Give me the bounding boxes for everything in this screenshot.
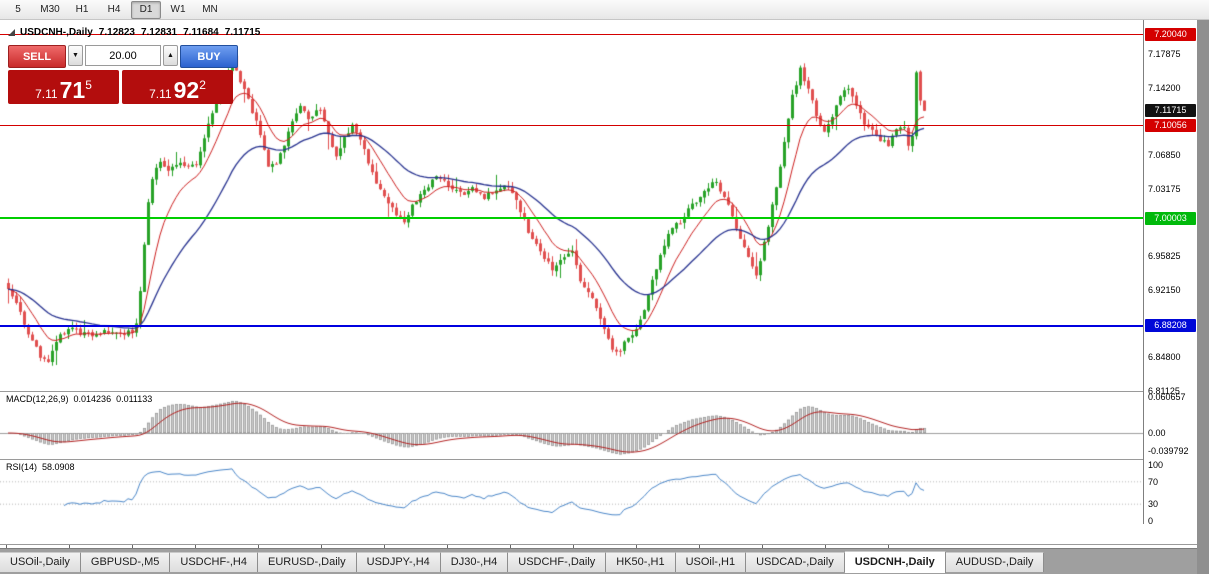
chart-tab-usoil-h1[interactable]: USOil-,H1 (675, 551, 747, 572)
price-axis-label: 6.95825 (1148, 251, 1181, 262)
chart-tab-usdcad-daily[interactable]: USDCAD-,Daily (746, 551, 845, 572)
date-tick (573, 545, 574, 548)
chart-tab-usoil-daily[interactable]: USOil-,Daily (0, 551, 81, 572)
triangle-up-icon: ▲ (167, 52, 174, 59)
date-tick (321, 545, 322, 548)
price-axis: 7.17875 7.14200 7.06850 7.03175 6.95825 6.921… (1143, 20, 1197, 526)
date-tick (132, 545, 133, 548)
chart-tab-usdjpy-h4[interactable]: USDJPY-,H4 (356, 551, 441, 572)
date-tick (258, 545, 259, 548)
chart-tab-dj30-h4[interactable]: DJ30-,H4 (440, 551, 509, 572)
price-level-line-6.88208[interactable] (0, 324, 1143, 327)
timeframe-button-H4[interactable]: H4 (107, 4, 121, 15)
sell-price-prefix: 7.11 (35, 87, 58, 101)
price-axis-label: 6.84800 (1148, 352, 1181, 363)
volume-decrease-button[interactable]: ▼ (68, 45, 83, 66)
sell-price-big: 71 (59, 77, 86, 103)
date-tick (636, 545, 637, 548)
rsi-indicator-label: RSI(14) 58.0908 (6, 462, 80, 472)
macd-axis-label: -0.039792 (1148, 446, 1189, 456)
timeframe-button-MN[interactable]: MN (202, 4, 218, 15)
volume-input[interactable] (85, 45, 161, 66)
pane-divider-macd[interactable] (0, 391, 1197, 392)
ohlc-open: 7.12823 (98, 27, 135, 38)
price-axis-label: 6.92150 (1148, 284, 1181, 295)
chart-window: USDCNH-,Daily 7.12823 7.12831 7.11684 7.… (0, 20, 1197, 568)
macd-axis-label: 0.060657 (1148, 392, 1186, 403)
rsi-name: RSI(14) (6, 462, 38, 472)
timeframe-toolbar: 5 M30 H1 H4 D1 W1 MN (0, 0, 1209, 20)
date-tick (699, 545, 700, 548)
price-badge-7.11715: 7.11715 (1145, 104, 1196, 118)
macd-name: MACD(12,26,9) (6, 394, 69, 404)
price-badge-7.20040: 7.20040 (1145, 28, 1196, 42)
pane-divider-rsi[interactable] (0, 459, 1197, 460)
chart-tab-eurusd-daily[interactable]: EURUSD-,Daily (258, 551, 357, 572)
triangle-down-icon: ▼ (72, 52, 79, 59)
buy-price-prefix: 7.11 (149, 87, 172, 101)
chart-shift-icon (8, 29, 15, 36)
sell-button[interactable]: SELL (8, 45, 66, 68)
price-level-line-7.2004[interactable] (0, 34, 1143, 36)
date-tick (888, 545, 889, 548)
price-axis-label: 7.03175 (1148, 183, 1181, 194)
price-level-line-7.10056[interactable] (0, 125, 1143, 127)
chart-tab-gbpusd-m5[interactable]: GBPUSD-,M5 (80, 551, 171, 572)
chart-tab-usdcnh-daily[interactable]: USDCNH-,Daily (844, 550, 946, 573)
price-axis-label: 7.17875 (1148, 49, 1181, 60)
timeframe-button-D1[interactable]: D1 (131, 0, 161, 19)
sell-price-pip: 5 (85, 78, 92, 92)
buy-price-big: 92 (173, 77, 200, 103)
date-tick (510, 545, 511, 548)
buy-button[interactable]: BUY (180, 45, 238, 68)
chart-tabbar: USOil-,Daily GBPUSD-,M5 USDCHF-,H4 EURUSD-,… (0, 548, 1197, 574)
price-badge-6.88208: 6.88208 (1145, 319, 1196, 333)
ohlc-close: 7.11715 (224, 27, 261, 38)
timeframe-button-5[interactable]: 5 (15, 4, 21, 15)
macd-axis-label: 0.00 (1148, 428, 1166, 438)
sell-price-quote[interactable]: 7.11 71 5 (8, 70, 119, 104)
price-badge-7.00003: 7.00003 (1145, 211, 1196, 225)
volume-increase-button[interactable]: ▲ (163, 45, 178, 66)
chart-symbol-period: USDCNH-,Daily (20, 27, 93, 38)
workspace-edge (1197, 20, 1209, 574)
chart-tab-usdchf-h4[interactable]: USDCHF-,H4 (170, 551, 258, 572)
chart-tab-hk50-h1[interactable]: HK50-,H1 (606, 551, 676, 572)
timeframe-button-W1[interactable]: W1 (170, 4, 186, 15)
timeframe-button-H1[interactable]: H1 (75, 4, 89, 15)
date-tick (6, 545, 7, 548)
rsi-axis-label: 70 (1148, 476, 1159, 487)
buy-price-pip: 2 (199, 78, 206, 92)
ohlc-high: 7.12831 (140, 27, 178, 38)
chart-tab-audusd-daily[interactable]: AUDUSD-,Daily (945, 551, 1045, 572)
rsi-axis-label: 100 (1148, 460, 1164, 470)
date-tick (195, 545, 196, 548)
one-click-trade-row: SELL ▼ ▲ BUY (8, 45, 238, 68)
date-tick (384, 545, 385, 548)
macd-value-main: 0.014236 (73, 394, 112, 404)
price-badge-7.10056: 7.10056 (1145, 119, 1196, 133)
date-tick (69, 545, 70, 548)
date-tick (447, 545, 448, 548)
price-axis-label: 7.14200 (1148, 83, 1181, 93)
macd-value-signal: 0.011133 (116, 394, 153, 404)
price-level-line-7.00003[interactable] (0, 217, 1143, 219)
rsi-value: 58.0908 (42, 462, 75, 472)
rsi-axis-label: 0 (1148, 516, 1154, 526)
price-chart-canvas[interactable] (0, 20, 1143, 524)
ohlc-low: 7.11684 (183, 27, 219, 38)
rsi-axis-label: 30 (1148, 499, 1159, 510)
price-axis-label: 6.81125 (1148, 385, 1180, 396)
price-axis-label: 7.06850 (1148, 150, 1181, 161)
timeframe-button-M30[interactable]: M30 (40, 4, 60, 15)
chart-tab-usdchf-daily[interactable]: USDCHF-,Daily (508, 551, 607, 572)
date-tick (762, 545, 763, 548)
ohlc-info-line: USDCNH-,Daily 7.12823 7.12831 7.11684 7.… (20, 27, 260, 38)
buy-price-quote[interactable]: 7.11 92 2 (122, 70, 233, 104)
macd-indicator-label: MACD(12,26,9) 0.014236 0.011133 (6, 394, 157, 404)
quote-row: 7.11 71 5 7.11 92 2 (8, 70, 233, 104)
date-tick (825, 545, 826, 548)
